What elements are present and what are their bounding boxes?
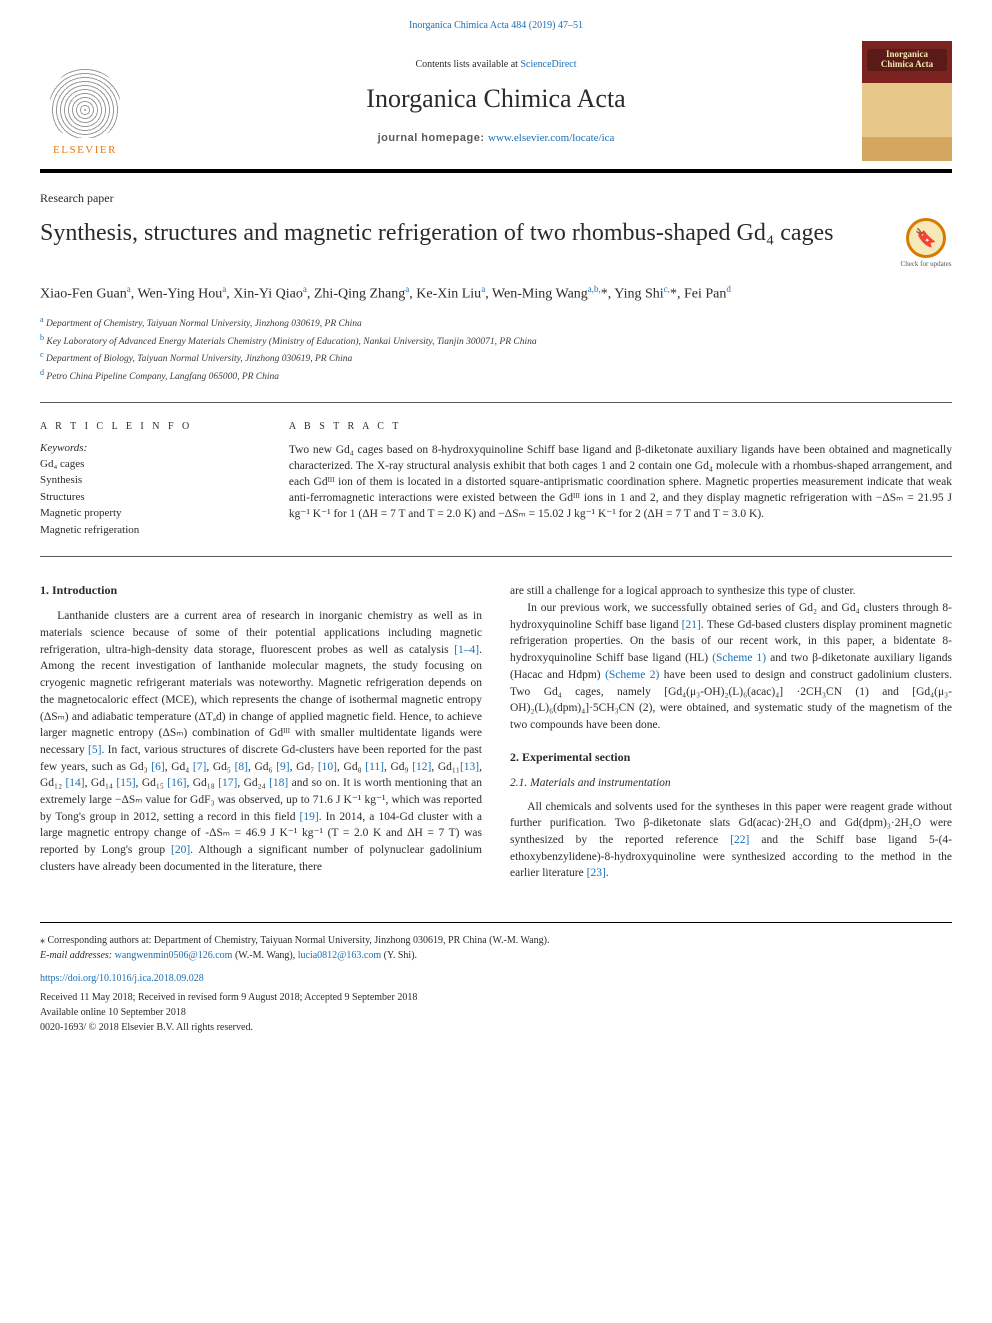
- email-link-2[interactable]: lucia0812@163.com: [298, 950, 381, 961]
- keywords-list: Gd₄ cages Synthesis Structures Magnetic …: [40, 456, 259, 539]
- body-column-right: are still a challenge for a logical appr…: [510, 583, 952, 881]
- received-dates: Received 11 May 2018; Received in revise…: [40, 990, 952, 1005]
- issn-copyright: 0020-1693/ © 2018 Elsevier B.V. All righ…: [40, 1020, 952, 1035]
- check-updates-text: Check for updates: [900, 261, 952, 269]
- introduction-paragraph: Lanthanide clusters are a current area o…: [40, 608, 482, 875]
- journal-cover-thumbnail[interactable]: InorganicaChimica Acta: [862, 41, 952, 161]
- journal-homepage-link[interactable]: www.elsevier.com/locate/ica: [488, 132, 614, 144]
- elsevier-wordmark: ELSEVIER: [53, 144, 117, 156]
- contents-available-line: Contents lists available at ScienceDirec…: [130, 59, 862, 70]
- elsevier-logo[interactable]: ELSEVIER: [40, 46, 130, 156]
- bookmark-icon: 🔖: [915, 228, 937, 249]
- affiliation-list: a Department of Chemistry, Taiyuan Norma…: [40, 314, 952, 384]
- article-info-heading: A R T I C L E I N F O: [40, 421, 259, 432]
- paper-type-label: Research paper: [40, 191, 952, 206]
- keyword: Magnetic refrigeration: [40, 522, 259, 539]
- keyword: Gd₄ cages: [40, 456, 259, 473]
- page-footer: ⁎ Corresponding authors at: Department o…: [40, 922, 952, 1035]
- journal-cover-title: InorganicaChimica Acta: [867, 49, 947, 71]
- article-info-block: A R T I C L E I N F O Keywords: Gd₄ cage…: [40, 421, 259, 539]
- corresponding-author-note: ⁎ Corresponding authors at: Department o…: [40, 933, 952, 948]
- available-online: Available online 10 September 2018: [40, 1005, 952, 1020]
- section-heading-introduction: 1. Introduction: [40, 583, 482, 598]
- abstract-heading: A B S T R A C T: [289, 421, 952, 432]
- keyword: Magnetic property: [40, 505, 259, 522]
- keyword: Structures: [40, 489, 259, 506]
- issue-citation[interactable]: Inorganica Chimica Acta 484 (2019) 47–51: [40, 20, 952, 31]
- author-list: Xiao-Fen Guana, Wen-Ying Houa, Xin-Yi Qi…: [40, 283, 952, 305]
- email-link-1[interactable]: wangwenmin0506@126.com: [115, 950, 233, 961]
- introduction-paragraph-2: In our previous work, we successfully ob…: [510, 600, 952, 733]
- sciencedirect-link[interactable]: ScienceDirect: [520, 59, 576, 70]
- journal-name: Inorganica Chimica Acta: [130, 84, 862, 114]
- check-updates-badge[interactable]: 🔖 Check for updates: [900, 218, 952, 269]
- keyword: Synthesis: [40, 472, 259, 489]
- journal-masthead: ELSEVIER Contents lists available at Sci…: [40, 41, 952, 173]
- email-line: E-mail addresses: wangwenmin0506@126.com…: [40, 948, 952, 963]
- experimental-paragraph: All chemicals and solvents used for the …: [510, 799, 952, 882]
- introduction-continuation: are still a challenge for a logical appr…: [510, 583, 952, 600]
- doi-link[interactable]: https://doi.org/10.1016/j.ica.2018.09.02…: [40, 971, 952, 986]
- subsection-heading-materials: 2.1. Materials and instrumentation: [510, 777, 952, 789]
- elsevier-tree-icon: [50, 68, 120, 138]
- section-heading-experimental: 2. Experimental section: [510, 750, 952, 765]
- abstract-text: Two new Gd₄ cages based on 8-hydroxyquin…: [289, 442, 952, 522]
- paper-title: Synthesis, structures and magnetic refri…: [40, 218, 880, 249]
- body-column-left: 1. Introduction Lanthanide clusters are …: [40, 583, 482, 881]
- journal-homepage-line: journal homepage: www.elsevier.com/locat…: [130, 132, 862, 144]
- keywords-label: Keywords:: [40, 442, 259, 454]
- abstract-block: A B S T R A C T Two new Gd₄ cages based …: [289, 421, 952, 539]
